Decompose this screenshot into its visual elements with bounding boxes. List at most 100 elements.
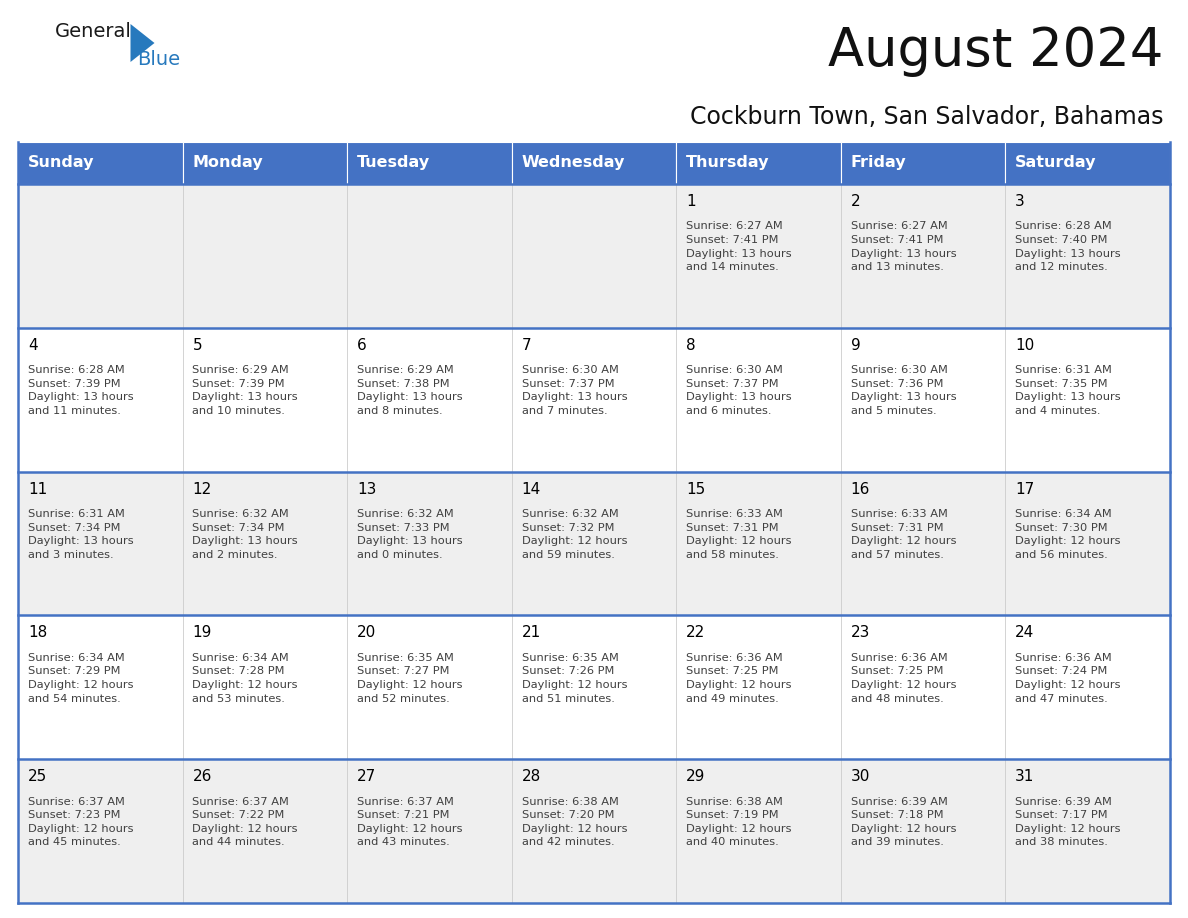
Text: Sunrise: 6:39 AM
Sunset: 7:18 PM
Daylight: 12 hours
and 39 minutes.: Sunrise: 6:39 AM Sunset: 7:18 PM Dayligh… xyxy=(851,797,956,847)
Bar xyxy=(183,142,347,184)
Text: Sunrise: 6:33 AM
Sunset: 7:31 PM
Daylight: 12 hours
and 57 minutes.: Sunrise: 6:33 AM Sunset: 7:31 PM Dayligh… xyxy=(851,509,956,560)
Text: Sunrise: 6:39 AM
Sunset: 7:17 PM
Daylight: 12 hours
and 38 minutes.: Sunrise: 6:39 AM Sunset: 7:17 PM Dayligh… xyxy=(1016,797,1120,847)
Text: Sunrise: 6:31 AM
Sunset: 7:34 PM
Daylight: 13 hours
and 3 minutes.: Sunrise: 6:31 AM Sunset: 7:34 PM Dayligh… xyxy=(27,509,133,560)
Text: Sunrise: 6:30 AM
Sunset: 7:36 PM
Daylight: 13 hours
and 5 minutes.: Sunrise: 6:30 AM Sunset: 7:36 PM Dayligh… xyxy=(851,365,956,416)
Text: Sunrise: 6:35 AM
Sunset: 7:27 PM
Daylight: 12 hours
and 52 minutes.: Sunrise: 6:35 AM Sunset: 7:27 PM Dayligh… xyxy=(358,653,462,703)
Bar xyxy=(18,615,183,759)
Text: Sunrise: 6:32 AM
Sunset: 7:34 PM
Daylight: 13 hours
and 2 minutes.: Sunrise: 6:32 AM Sunset: 7:34 PM Dayligh… xyxy=(192,509,298,560)
Text: 4: 4 xyxy=(27,338,38,353)
Text: 11: 11 xyxy=(27,482,48,497)
Bar xyxy=(1005,142,1170,184)
Text: Sunrise: 6:34 AM
Sunset: 7:30 PM
Daylight: 12 hours
and 56 minutes.: Sunrise: 6:34 AM Sunset: 7:30 PM Dayligh… xyxy=(1016,509,1120,560)
Bar xyxy=(347,615,512,759)
Bar xyxy=(347,184,512,328)
Bar xyxy=(347,328,512,472)
Text: Sunrise: 6:37 AM
Sunset: 7:21 PM
Daylight: 12 hours
and 43 minutes.: Sunrise: 6:37 AM Sunset: 7:21 PM Dayligh… xyxy=(358,797,462,847)
Bar xyxy=(841,142,1005,184)
Bar xyxy=(18,142,183,184)
Bar xyxy=(676,328,841,472)
Bar xyxy=(512,615,676,759)
Bar xyxy=(512,184,676,328)
Text: 30: 30 xyxy=(851,769,870,784)
Text: 2: 2 xyxy=(851,194,860,209)
Text: 27: 27 xyxy=(358,769,377,784)
Text: 12: 12 xyxy=(192,482,211,497)
Text: 3: 3 xyxy=(1016,194,1025,209)
Bar xyxy=(676,759,841,903)
Text: Sunrise: 6:38 AM
Sunset: 7:19 PM
Daylight: 12 hours
and 40 minutes.: Sunrise: 6:38 AM Sunset: 7:19 PM Dayligh… xyxy=(687,797,791,847)
Text: Sunrise: 6:28 AM
Sunset: 7:40 PM
Daylight: 13 hours
and 12 minutes.: Sunrise: 6:28 AM Sunset: 7:40 PM Dayligh… xyxy=(1016,221,1121,273)
Bar xyxy=(512,759,676,903)
Text: Sunrise: 6:27 AM
Sunset: 7:41 PM
Daylight: 13 hours
and 14 minutes.: Sunrise: 6:27 AM Sunset: 7:41 PM Dayligh… xyxy=(687,221,791,273)
Bar xyxy=(676,472,841,615)
Text: Sunrise: 6:36 AM
Sunset: 7:25 PM
Daylight: 12 hours
and 48 minutes.: Sunrise: 6:36 AM Sunset: 7:25 PM Dayligh… xyxy=(851,653,956,703)
Text: 23: 23 xyxy=(851,625,870,641)
Bar xyxy=(1005,184,1170,328)
Text: Sunrise: 6:33 AM
Sunset: 7:31 PM
Daylight: 12 hours
and 58 minutes.: Sunrise: 6:33 AM Sunset: 7:31 PM Dayligh… xyxy=(687,509,791,560)
Text: Sunrise: 6:35 AM
Sunset: 7:26 PM
Daylight: 12 hours
and 51 minutes.: Sunrise: 6:35 AM Sunset: 7:26 PM Dayligh… xyxy=(522,653,627,703)
Bar xyxy=(347,759,512,903)
Text: August 2024: August 2024 xyxy=(828,25,1163,77)
Text: 8: 8 xyxy=(687,338,696,353)
Bar xyxy=(183,328,347,472)
Text: Sunrise: 6:38 AM
Sunset: 7:20 PM
Daylight: 12 hours
and 42 minutes.: Sunrise: 6:38 AM Sunset: 7:20 PM Dayligh… xyxy=(522,797,627,847)
Text: Friday: Friday xyxy=(851,155,906,171)
Bar xyxy=(512,472,676,615)
Bar xyxy=(676,184,841,328)
Text: 7: 7 xyxy=(522,338,531,353)
Text: General: General xyxy=(55,22,132,41)
Text: Sunrise: 6:27 AM
Sunset: 7:41 PM
Daylight: 13 hours
and 13 minutes.: Sunrise: 6:27 AM Sunset: 7:41 PM Dayligh… xyxy=(851,221,956,273)
Text: 17: 17 xyxy=(1016,482,1035,497)
Text: Sunrise: 6:34 AM
Sunset: 7:28 PM
Daylight: 12 hours
and 53 minutes.: Sunrise: 6:34 AM Sunset: 7:28 PM Dayligh… xyxy=(192,653,298,703)
Text: 10: 10 xyxy=(1016,338,1035,353)
Text: Wednesday: Wednesday xyxy=(522,155,625,171)
Bar xyxy=(18,472,183,615)
Text: Sunrise: 6:30 AM
Sunset: 7:37 PM
Daylight: 13 hours
and 7 minutes.: Sunrise: 6:30 AM Sunset: 7:37 PM Dayligh… xyxy=(522,365,627,416)
Bar xyxy=(676,615,841,759)
Bar xyxy=(347,472,512,615)
Text: 14: 14 xyxy=(522,482,541,497)
Bar xyxy=(841,472,1005,615)
Bar xyxy=(1005,759,1170,903)
Text: Sunrise: 6:36 AM
Sunset: 7:25 PM
Daylight: 12 hours
and 49 minutes.: Sunrise: 6:36 AM Sunset: 7:25 PM Dayligh… xyxy=(687,653,791,703)
Text: Monday: Monday xyxy=(192,155,263,171)
Text: Sunrise: 6:29 AM
Sunset: 7:38 PM
Daylight: 13 hours
and 8 minutes.: Sunrise: 6:29 AM Sunset: 7:38 PM Dayligh… xyxy=(358,365,462,416)
Text: 24: 24 xyxy=(1016,625,1035,641)
Text: Sunrise: 6:29 AM
Sunset: 7:39 PM
Daylight: 13 hours
and 10 minutes.: Sunrise: 6:29 AM Sunset: 7:39 PM Dayligh… xyxy=(192,365,298,416)
Text: Sunrise: 6:28 AM
Sunset: 7:39 PM
Daylight: 13 hours
and 11 minutes.: Sunrise: 6:28 AM Sunset: 7:39 PM Dayligh… xyxy=(27,365,133,416)
Text: 9: 9 xyxy=(851,338,860,353)
Bar xyxy=(512,142,676,184)
Text: 18: 18 xyxy=(27,625,48,641)
Bar xyxy=(183,472,347,615)
Text: 1: 1 xyxy=(687,194,696,209)
Polygon shape xyxy=(131,24,154,62)
Bar xyxy=(18,328,183,472)
Text: 13: 13 xyxy=(358,482,377,497)
Bar xyxy=(841,759,1005,903)
Text: 28: 28 xyxy=(522,769,541,784)
Bar xyxy=(18,759,183,903)
Bar xyxy=(18,184,183,328)
Text: Sunrise: 6:31 AM
Sunset: 7:35 PM
Daylight: 13 hours
and 4 minutes.: Sunrise: 6:31 AM Sunset: 7:35 PM Dayligh… xyxy=(1016,365,1121,416)
Bar xyxy=(183,759,347,903)
Bar xyxy=(183,615,347,759)
Text: Sunrise: 6:36 AM
Sunset: 7:24 PM
Daylight: 12 hours
and 47 minutes.: Sunrise: 6:36 AM Sunset: 7:24 PM Dayligh… xyxy=(1016,653,1120,703)
Text: Blue: Blue xyxy=(137,50,181,69)
Text: Sunrise: 6:32 AM
Sunset: 7:33 PM
Daylight: 13 hours
and 0 minutes.: Sunrise: 6:32 AM Sunset: 7:33 PM Dayligh… xyxy=(358,509,462,560)
Bar xyxy=(676,142,841,184)
Text: 29: 29 xyxy=(687,769,706,784)
Text: Cockburn Town, San Salvador, Bahamas: Cockburn Town, San Salvador, Bahamas xyxy=(689,105,1163,129)
Bar xyxy=(347,142,512,184)
Text: 20: 20 xyxy=(358,625,377,641)
Bar xyxy=(1005,328,1170,472)
Bar xyxy=(841,328,1005,472)
Text: Sunday: Sunday xyxy=(27,155,94,171)
Text: Sunrise: 6:34 AM
Sunset: 7:29 PM
Daylight: 12 hours
and 54 minutes.: Sunrise: 6:34 AM Sunset: 7:29 PM Dayligh… xyxy=(27,653,133,703)
Text: Sunrise: 6:32 AM
Sunset: 7:32 PM
Daylight: 12 hours
and 59 minutes.: Sunrise: 6:32 AM Sunset: 7:32 PM Dayligh… xyxy=(522,509,627,560)
Text: Sunrise: 6:30 AM
Sunset: 7:37 PM
Daylight: 13 hours
and 6 minutes.: Sunrise: 6:30 AM Sunset: 7:37 PM Dayligh… xyxy=(687,365,791,416)
Text: 26: 26 xyxy=(192,769,211,784)
Bar xyxy=(841,184,1005,328)
Text: 15: 15 xyxy=(687,482,706,497)
Bar xyxy=(1005,472,1170,615)
Text: 6: 6 xyxy=(358,338,367,353)
